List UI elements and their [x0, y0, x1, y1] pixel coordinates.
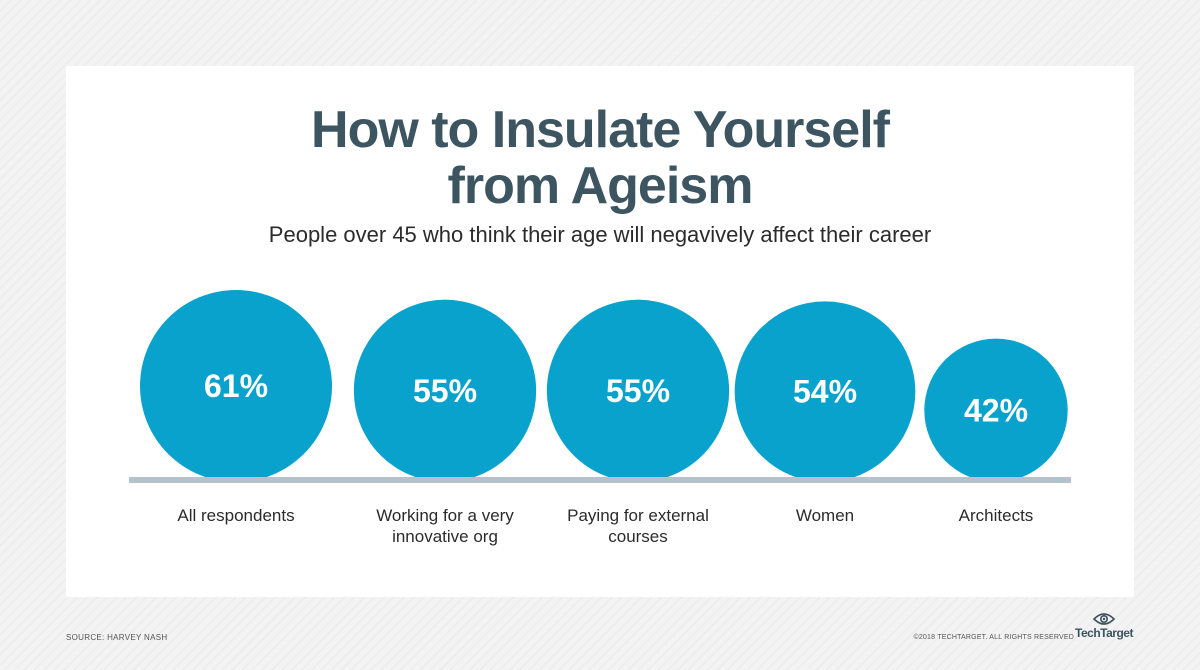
- category-label: Architects: [959, 506, 1034, 525]
- chart-subtitle: People over 45 who think their age will …: [268, 222, 932, 247]
- chart-title: How to Insulate Yourself from Ageism: [0, 102, 1200, 214]
- bubble-3: [734, 301, 916, 482]
- title-line-1: How to Insulate Yourself: [311, 101, 890, 159]
- category-label: Paying for external: [567, 506, 709, 525]
- source-note: SOURCE: HARVEY NASH: [66, 633, 168, 642]
- bubble-1: [353, 299, 537, 482]
- category-label: courses: [608, 527, 668, 546]
- bubble-value-label: 61%: [204, 368, 268, 404]
- bubble-value-label: 55%: [413, 373, 477, 409]
- brand-name: TechTarget: [1075, 626, 1133, 640]
- bubble-value-label: 55%: [606, 373, 670, 409]
- category-label: innovative org: [392, 527, 498, 546]
- bubble-value-label: 42%: [964, 392, 1028, 428]
- copyright-note: ©2018 TECHTARGET. ALL RIGHTS RESERVED: [913, 634, 1074, 641]
- bubble-4: [924, 338, 1068, 483]
- bubble-2: [546, 299, 730, 482]
- chart-baseline: [129, 477, 1071, 483]
- bubble-0: [140, 290, 332, 482]
- bubble-value-label: 54%: [793, 374, 857, 410]
- brand-logo: TechTarget: [1074, 612, 1134, 640]
- title-line-2: from Ageism: [447, 157, 754, 215]
- category-label: All respondents: [177, 506, 294, 525]
- category-label: Women: [796, 506, 854, 525]
- eye-icon: [1093, 613, 1115, 625]
- category-label: Working for a very: [376, 506, 514, 525]
